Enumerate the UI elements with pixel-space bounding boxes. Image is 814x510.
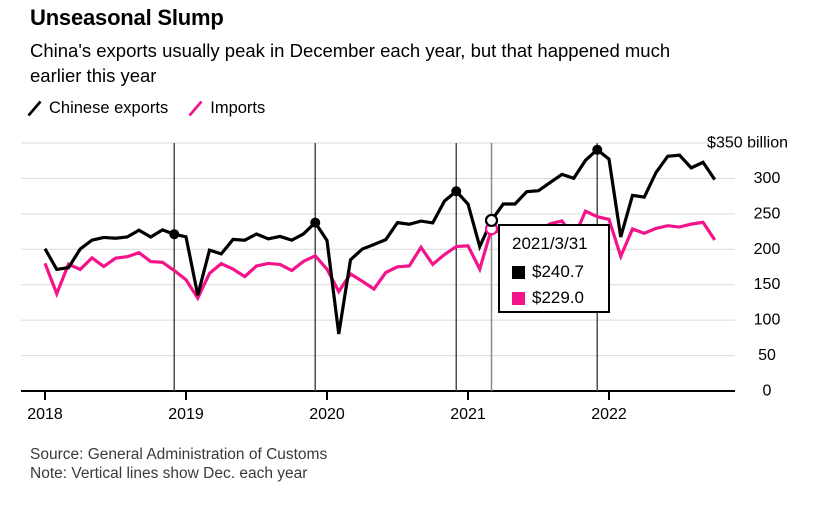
imports-slash-icon [188, 100, 203, 117]
legend-label-imports: Imports [210, 99, 266, 117]
source-text: Source: General Administration of Custom… [30, 446, 328, 463]
tooltip-row-exports: $240.7 [512, 262, 608, 282]
chart-footer: Source: General Administration of Custom… [30, 445, 327, 483]
chart-tooltip: 2021/3/31 $240.7 $229.0 [498, 224, 610, 313]
svg-text:300: 300 [754, 170, 781, 187]
chart-subtitle: China's exports usually peak in December… [30, 38, 670, 88]
svg-text:50: 50 [758, 347, 776, 364]
svg-text:100: 100 [754, 312, 781, 329]
legend-label-exports: Chinese exports [49, 99, 169, 117]
legend-item-imports[interactable]: Imports [188, 99, 265, 118]
svg-text:0: 0 [763, 383, 772, 400]
tooltip-value-imports: $229.0 [532, 288, 584, 307]
svg-text:2021: 2021 [450, 406, 486, 423]
svg-text:150: 150 [754, 276, 781, 293]
note-text: Note: Vertical lines show Dec. each year [30, 465, 308, 482]
svg-text:250: 250 [754, 205, 781, 222]
svg-text:$350 billion: $350 billion [707, 135, 788, 152]
svg-text:2018: 2018 [27, 406, 63, 423]
svg-text:2019: 2019 [168, 406, 204, 423]
tooltip-value-exports: $240.7 [532, 262, 584, 281]
subtitle-line-2: earlier this year [30, 65, 157, 86]
exports-swatch-icon [512, 265, 525, 279]
svg-text:200: 200 [754, 241, 781, 258]
tooltip-row-imports: $229.0 [512, 288, 608, 308]
imports-swatch-icon [512, 291, 525, 305]
exports-slash-icon [27, 100, 42, 117]
svg-text:2022: 2022 [591, 406, 627, 423]
chart-legend: Chinese exports Imports [27, 99, 265, 118]
page-title: Unseasonal Slump [30, 5, 224, 30]
svg-text:2020: 2020 [309, 406, 345, 423]
legend-item-chinese-exports[interactable]: Chinese exports [27, 99, 168, 118]
tooltip-date: 2021/3/31 [512, 234, 588, 253]
subtitle-line-1: China's exports usually peak in December… [30, 40, 671, 61]
